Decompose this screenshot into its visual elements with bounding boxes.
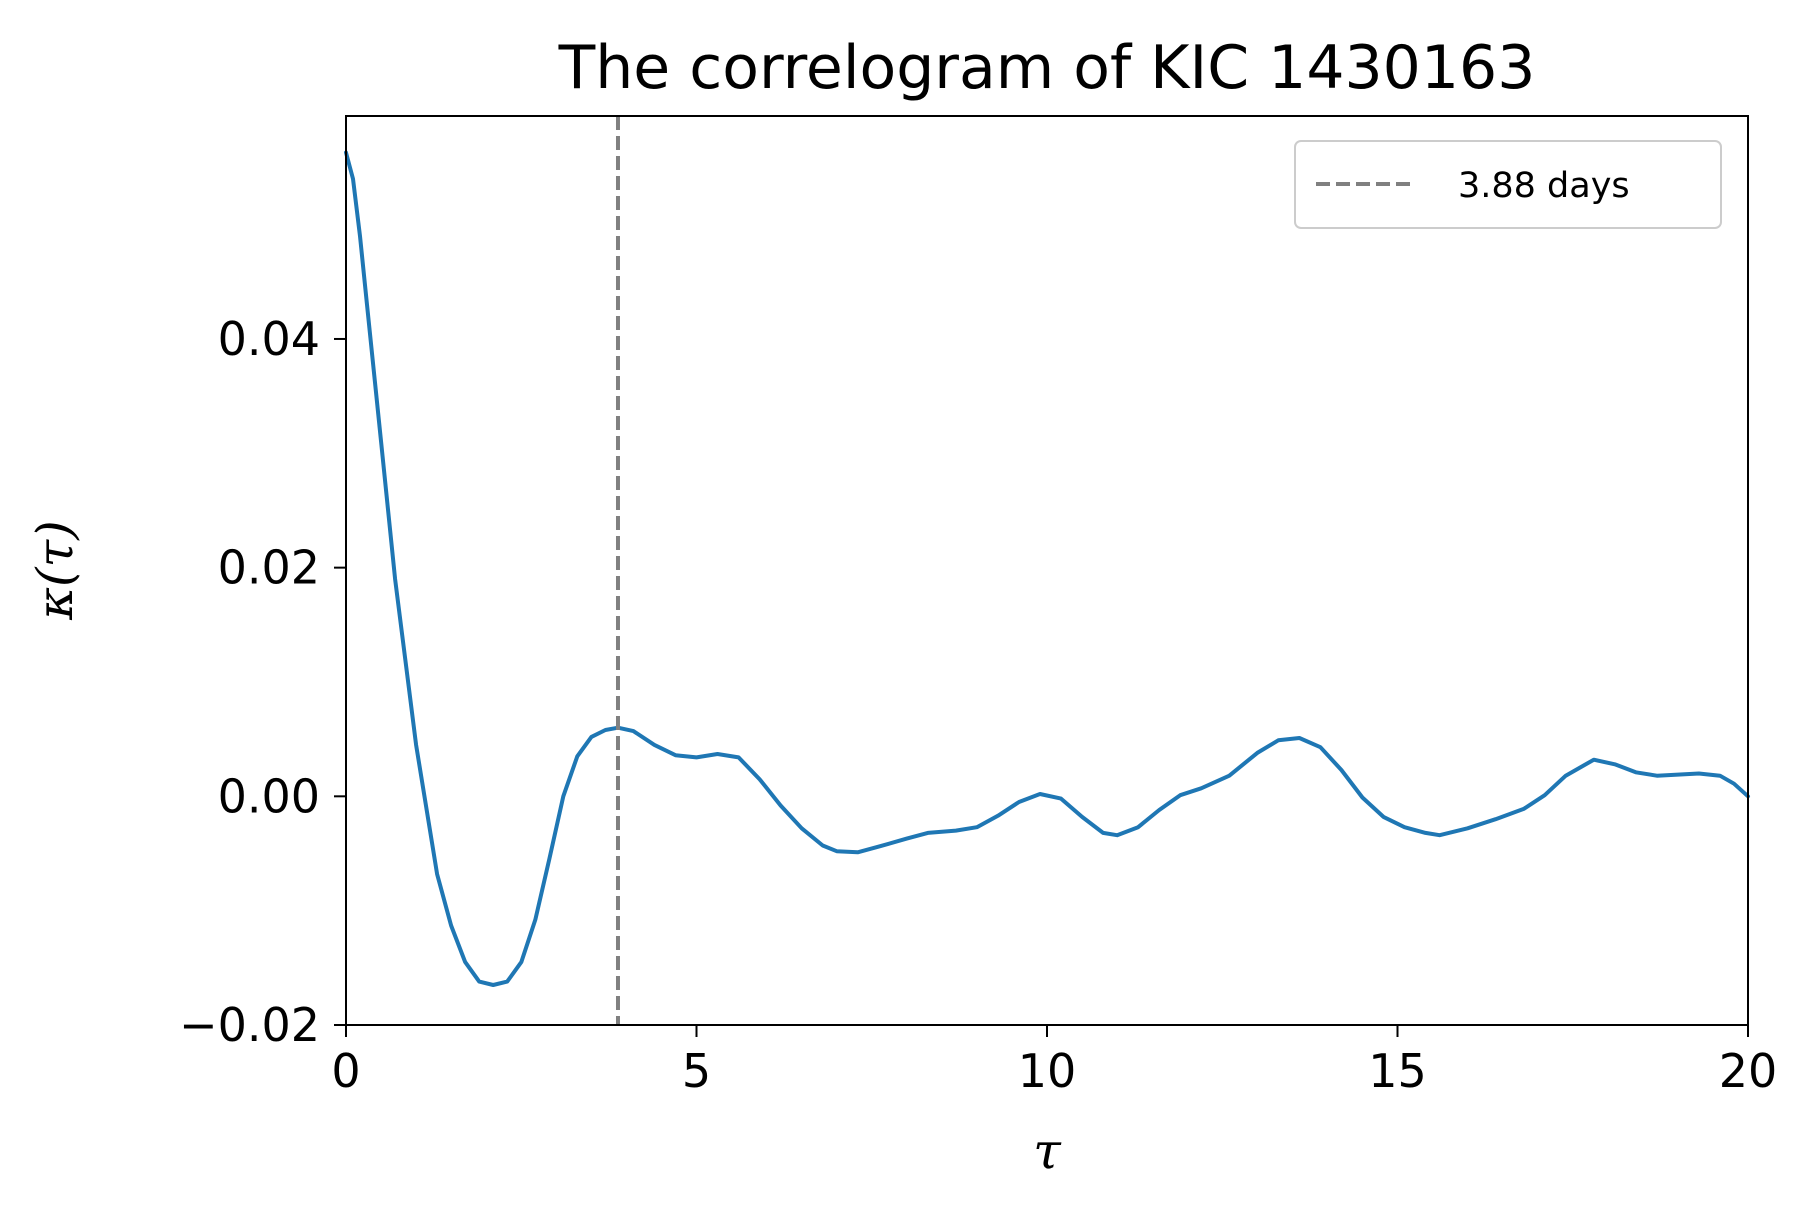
y-tick-label: 0.02 xyxy=(218,541,320,595)
x-tick-label: 10 xyxy=(1018,1044,1077,1098)
y-tick-label: 0.04 xyxy=(218,312,320,366)
y-tick-label: 0.00 xyxy=(218,769,320,823)
x-axis-ticks: 0 5 10 15 20 xyxy=(331,1025,1777,1098)
plot-area xyxy=(346,116,1748,1025)
x-axis-label: τ xyxy=(1033,1122,1062,1180)
y-axis-ticks: −0.02 0.00 0.02 0.04 xyxy=(179,312,346,1052)
y-axis-label: κ(τ) xyxy=(26,520,84,620)
legend: 3.88 days xyxy=(1294,140,1722,229)
series-layer xyxy=(344,150,1750,987)
x-tick-label: 0 xyxy=(331,1044,360,1098)
chart-title: The correlogram of KIC 1430163 xyxy=(558,33,1536,103)
x-tick-label: 20 xyxy=(1719,1044,1778,1098)
y-tick-label: −0.02 xyxy=(179,998,320,1052)
legend-label: 3.88 days xyxy=(1458,166,1630,206)
legend-box xyxy=(1294,140,1722,229)
x-tick-label: 5 xyxy=(682,1044,711,1098)
x-tick-label: 15 xyxy=(1368,1044,1427,1098)
series-line-0 xyxy=(344,150,1750,987)
